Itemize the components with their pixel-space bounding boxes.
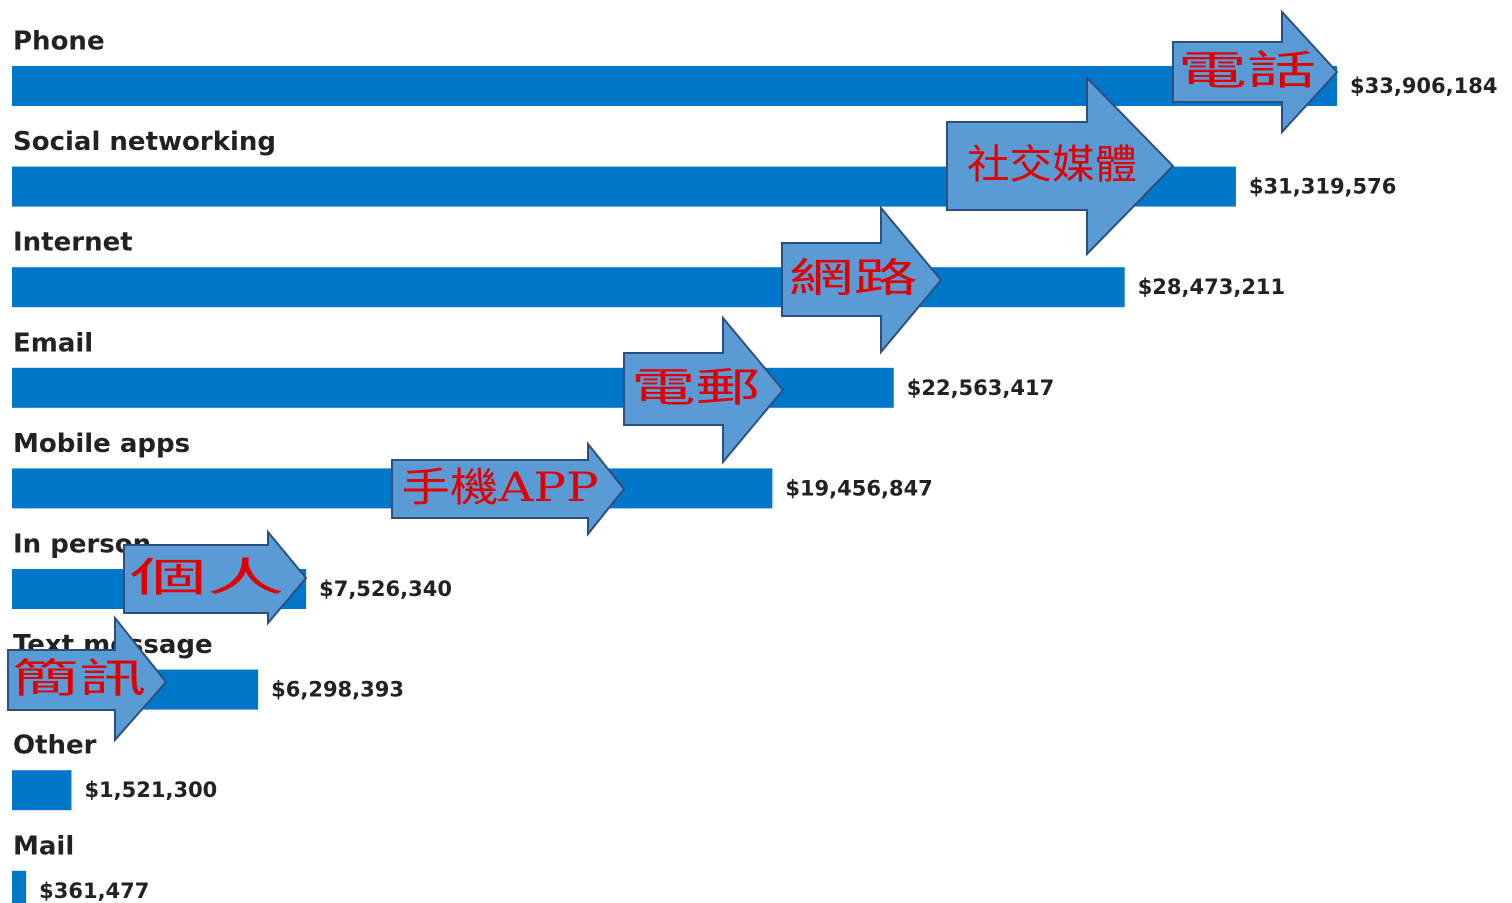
value-label: $7,526,340 <box>319 577 452 601</box>
annotation-arrow <box>781 205 943 355</box>
value-label: $28,473,211 <box>1138 275 1285 299</box>
category-label: Mail <box>13 831 74 861</box>
annotation-arrow <box>391 441 626 537</box>
annotation-label: 簡訊 <box>12 656 146 702</box>
bar <box>12 267 1125 308</box>
category-label: Other <box>13 731 97 761</box>
value-label: $19,456,847 <box>785 476 932 500</box>
bar <box>12 770 72 811</box>
annotation-label: 手機APP <box>401 465 598 511</box>
category-label: Social networking <box>13 127 276 157</box>
bar <box>12 870 27 903</box>
annotation-arrow <box>623 315 785 465</box>
annotation-label: 社交媒體 <box>967 142 1137 188</box>
annotation-arrow <box>7 615 168 743</box>
annotation-label: 電郵 <box>631 365 760 411</box>
category-label: Email <box>13 328 93 358</box>
annotation-arrow <box>946 75 1175 257</box>
annotation-arrow <box>123 529 308 626</box>
category-label: Internet <box>13 228 133 258</box>
value-label: $33,906,184 <box>1350 74 1497 98</box>
value-label: $1,521,300 <box>84 778 217 802</box>
annotation-label: 電話 <box>1178 48 1317 94</box>
annotation-label: 網路 <box>789 256 918 302</box>
category-label: Mobile apps <box>13 429 190 459</box>
category-label: Phone <box>13 27 105 57</box>
value-label: $22,563,417 <box>907 376 1054 400</box>
value-label: $6,298,393 <box>271 678 404 702</box>
bar <box>12 66 1337 106</box>
value-label: $361,477 <box>39 879 149 903</box>
annotation-arrow <box>1172 9 1339 135</box>
value-label: $31,319,576 <box>1249 175 1396 199</box>
annotation-label: 個人 <box>130 555 285 601</box>
